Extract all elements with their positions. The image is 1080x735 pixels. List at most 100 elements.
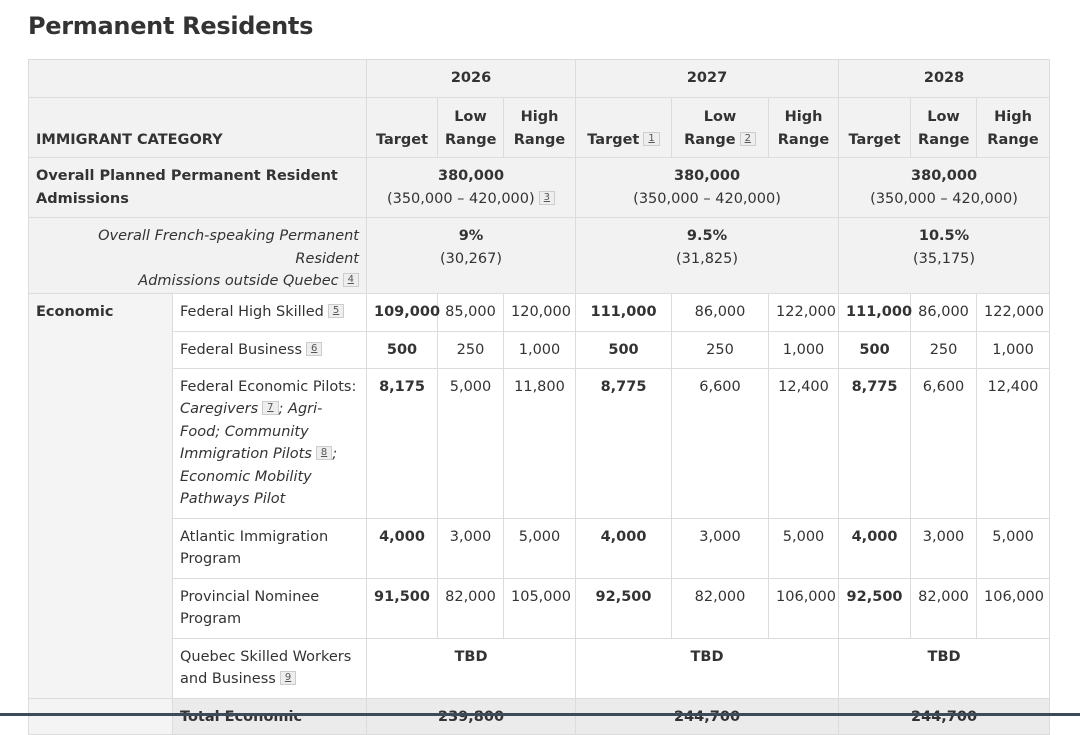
overall-target: 380,000 [437, 168, 505, 184]
total-label: Total Economic [172, 697, 367, 735]
column-header-row: IMMIGRANT CATEGORY Target Low Range High… [28, 97, 1051, 158]
overall-row: Overall Planned Permanent Resident Admis… [28, 157, 1051, 218]
table-row: Provincial Nominee Program 91,500 82,000… [29, 577, 1051, 639]
footnote-link[interactable]: 7 [262, 401, 279, 415]
year-2026: 2026 [365, 59, 577, 98]
high-value: 1,000 [976, 330, 1051, 369]
low-value: 86,000 [671, 292, 770, 332]
french-pct: 10.5% [918, 228, 970, 244]
high-range-header: High Range [976, 97, 1051, 158]
low-value: 82,000 [437, 577, 504, 639]
low-value: 250 [671, 330, 770, 369]
high-value: 1,000 [768, 330, 840, 369]
permanent-residents-table: 2026 2027 2028 IMMIGRANT CATEGORY Target… [28, 59, 1051, 735]
high-value: 122,000 [768, 292, 840, 332]
target-value: 111,000 [838, 292, 912, 332]
footnote-link[interactable]: 3 [538, 190, 556, 205]
low-value: 86,000 [910, 292, 978, 332]
target-value: 500 [838, 330, 912, 369]
high-value: 5,000 [502, 517, 577, 579]
footnote-link[interactable]: 1 [643, 131, 660, 146]
total-value: 244,700 [838, 697, 1051, 735]
footnote-link[interactable]: 8 [315, 446, 333, 460]
total-value: 244,700 [575, 697, 840, 735]
table-row: Economic Federal High Skilled 5 109,000 8… [28, 292, 1051, 699]
footnote-link[interactable]: 2 [739, 131, 756, 146]
overall-2028: 380,000 (350,000 – 420,000) [838, 157, 1051, 218]
french-count: (30,267) [439, 250, 503, 267]
low-value: 3,000 [437, 517, 504, 579]
french-pct: 9% [458, 228, 484, 244]
low-value: 82,000 [910, 577, 978, 639]
target-header: Target [838, 97, 912, 158]
overall-2026: 380,000 (350,000 – 420,000) 3 [365, 157, 577, 218]
row-label-italic: ; Economic Mobility Pathways Pilot [180, 446, 338, 507]
year-2028: 2028 [838, 59, 1051, 98]
low-value: 82,000 [671, 577, 770, 639]
french-2028: 10.5% (35,175) [838, 217, 1051, 294]
row-label: Quebec Skilled Workers and Business 9 [172, 637, 367, 699]
row-label: Federal Business 6 [172, 330, 367, 369]
table-row: Quebec Skilled Workers and Business 9 TBD… [29, 637, 1051, 699]
target-value: 8,775 [575, 367, 673, 519]
total-value: 239,800 [365, 697, 577, 735]
overall-range: (350,000 – 420,000) [870, 190, 1018, 207]
row-label-italic: Caregivers [180, 401, 259, 417]
low-range-header: Low Range [910, 97, 978, 158]
french-label-line: Admissions outside Quebec [138, 273, 339, 289]
high-value: 106,000 [976, 577, 1051, 639]
low-value: 85,000 [437, 292, 504, 332]
low-value: 6,600 [910, 367, 978, 519]
empty-header [28, 59, 367, 98]
target-header: Target [366, 97, 438, 158]
row-label: Federal Economic Pilots: Caregivers 7; Agr… [172, 367, 367, 519]
target-value: 8,775 [838, 367, 912, 519]
low-range-header: Low Range [437, 97, 504, 158]
target-value: 109,000 [366, 292, 440, 332]
low-value: 3,000 [671, 517, 770, 579]
target-value: 92,500 [575, 577, 673, 639]
french-2027: 9.5% (31,825) [575, 217, 840, 294]
page-title: Permanent Residents [28, 12, 314, 40]
low-value: 5,000 [437, 367, 504, 519]
target-value: 4,000 [575, 517, 673, 579]
french-pct: 9.5% [686, 228, 728, 244]
target-label: Target [587, 131, 640, 148]
footnote-link[interactable]: 9 [279, 671, 297, 685]
empty-cell [28, 697, 173, 735]
high-value: 122,000 [976, 292, 1051, 332]
target-value: 4,000 [838, 517, 912, 579]
year-2027: 2027 [575, 59, 840, 98]
overall-range: (350,000 – 420,000) [633, 190, 781, 207]
tbd-value: TBD [365, 637, 577, 699]
footnote-link[interactable]: 5 [327, 303, 345, 318]
row-label: Provincial Nominee Program [172, 577, 367, 639]
french-row: Overall French-speaking Permanent Reside… [28, 217, 1051, 294]
row-label-text: Federal Business [180, 341, 303, 358]
overall-range: (350,000 – 420,000) [386, 190, 535, 207]
overall-target: 380,000 [911, 168, 978, 184]
footnote-link[interactable]: 4 [342, 273, 359, 287]
target-value: 8,175 [366, 367, 438, 519]
row-label: Federal High Skilled 5 [172, 292, 367, 332]
french-label-line: Overall French-speaking Permanent Reside… [98, 228, 359, 267]
low-range-header: Low Range 2 [671, 97, 770, 158]
high-value: 5,000 [976, 517, 1051, 579]
footnote-link[interactable]: 6 [306, 341, 323, 356]
high-value: 5,000 [768, 517, 840, 579]
french-count: (31,825) [675, 250, 739, 267]
low-value: 250 [437, 330, 504, 369]
tbd-value: TBD [838, 637, 1051, 699]
high-value: 120,000 [502, 292, 577, 332]
high-range-header: High Range [502, 97, 577, 158]
high-value: 105,000 [502, 577, 577, 639]
low-range-label: Low Range [684, 109, 737, 148]
low-value: 3,000 [910, 517, 978, 579]
high-range-header: High Range [768, 97, 840, 158]
high-value: 106,000 [768, 577, 840, 639]
tbd-value: TBD [575, 637, 840, 699]
target-value: 92,500 [838, 577, 912, 639]
french-label: Overall French-speaking Permanent Reside… [28, 217, 367, 294]
total-economic-row: Total Economic 239,800 244,700 244,700 [28, 697, 1051, 735]
high-value: 12,400 [768, 367, 840, 519]
